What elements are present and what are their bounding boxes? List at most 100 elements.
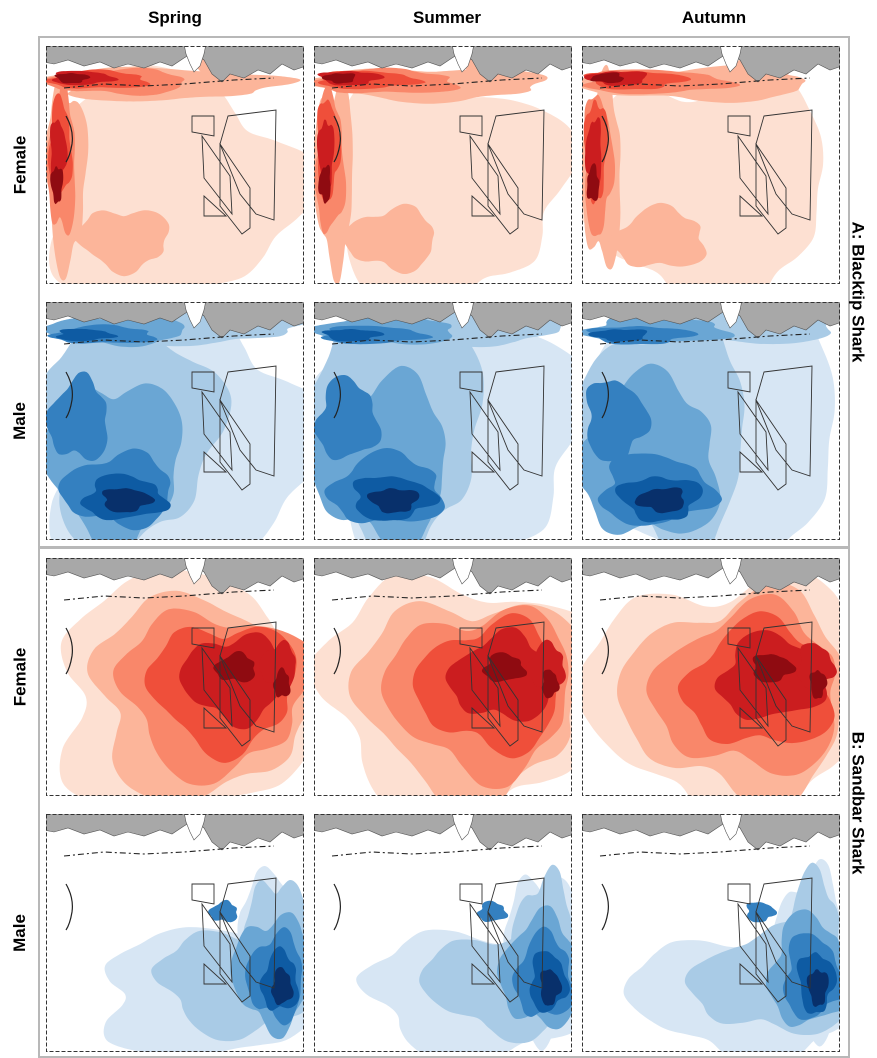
island-chain [65,371,73,419]
bay [452,558,474,585]
study-area-polygon [469,646,501,728]
study-area-polygon [459,883,483,905]
bay [452,46,474,73]
barrier-islands [331,589,543,601]
island-chain [333,883,341,931]
density-contour [476,900,509,923]
study-area-polygon [727,627,751,649]
study-area-polygon [459,115,483,137]
density-contour [321,329,385,342]
island-chain [65,883,73,931]
density-contour [806,969,829,1007]
study-area-polygon [739,450,764,473]
panel-frame [314,302,572,540]
density-contour [796,643,837,689]
coastline-land [46,814,304,851]
density-map [582,46,840,284]
study-area-polygon [219,654,251,747]
map-panel [580,812,842,1054]
study-area-polygon [219,910,251,1003]
barrier-islands [63,333,275,345]
map-panel [312,44,574,286]
study-area-polygon [459,627,483,649]
study-area-polygon [739,194,764,217]
island-chain [601,371,609,419]
study-area-polygon [471,706,496,729]
density-contour [541,669,560,699]
panel-frame [582,558,840,796]
study-area-polygon [739,962,764,985]
study-area-polygon [201,646,233,728]
map-panel [44,812,306,1054]
island-chain [333,371,341,419]
study-area-polygon [471,194,496,217]
map-panel [312,556,574,798]
study-area-polygon [727,115,751,137]
island-chain [65,627,73,675]
barrier-islands [599,333,811,345]
study-area-polygon [739,706,764,729]
study-area-polygon [487,910,519,1003]
island-chain [601,115,609,163]
density-map [582,302,840,540]
study-area-polygon [203,450,228,473]
bay [452,814,474,841]
map-panel [580,556,842,798]
row-label-sandbar-male: Male [9,914,29,952]
map-panel [312,300,574,542]
density-contour [102,488,156,513]
panel-frame [314,814,572,1052]
study-area-polygon [471,450,496,473]
coastline-land [314,814,572,851]
study-area-polygon [459,371,483,393]
barrier-islands [63,589,275,601]
panel-frame [314,46,572,284]
density-map [46,814,304,1052]
study-area-polygon [201,902,233,984]
density-contour [54,73,91,84]
bay [720,46,742,73]
species-label-sandbar: B: Sandbar Shark [848,731,867,874]
density-contour [74,210,170,277]
study-area-polygon [471,962,496,985]
panel-frame [582,814,840,1052]
density-map [582,814,840,1052]
bay [720,814,742,841]
study-area-polygon [203,706,228,729]
row-label-blacktip-male: Male [9,402,29,440]
density-contour [213,651,255,683]
study-area-polygon [469,134,501,216]
study-area-polygon [727,883,751,905]
bay [184,46,206,73]
barrier-islands [331,77,543,89]
study-area-polygon [191,371,215,393]
density-contour [634,487,684,514]
coastline-land [582,814,840,851]
study-area-polygon [201,390,233,472]
map-panel [44,300,306,542]
density-contour [318,164,331,204]
study-area-polygon [755,910,787,1003]
island-chain [333,627,341,675]
density-contour [50,166,64,205]
bay [452,302,474,329]
row-label-blacktip-female: Female [10,135,29,195]
island-chain [601,627,609,675]
barrier-islands [599,77,811,89]
column-title-autumn: Autumn [681,8,747,27]
barrier-islands [599,589,811,601]
bay [184,302,206,329]
density-contour [540,969,563,1006]
map-panel [580,44,842,286]
map-panel [580,300,842,542]
density-map [314,302,572,540]
barrier-islands [63,77,275,89]
density-map [582,558,840,796]
study-area-polygon [755,654,787,747]
column-title-summer: Summer [412,8,482,27]
island-chain [601,883,609,931]
barrier-islands [599,845,811,857]
bay [720,558,742,585]
group-box-sandbar [38,547,850,1058]
study-area-polygon [203,194,228,217]
